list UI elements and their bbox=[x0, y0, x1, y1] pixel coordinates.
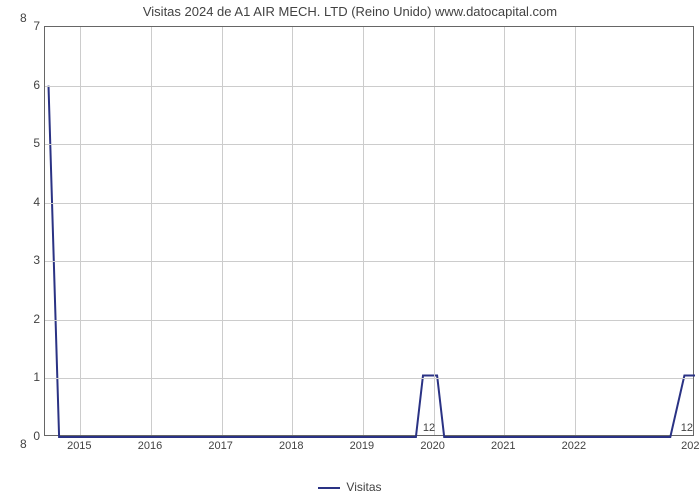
gridline-v bbox=[80, 27, 81, 435]
ytick-label: 2 bbox=[10, 312, 40, 326]
legend: Visitas bbox=[0, 480, 700, 494]
ytick-corner-bottom: 8 bbox=[20, 437, 27, 451]
gridline-h bbox=[45, 378, 693, 379]
ytick-label: 5 bbox=[10, 136, 40, 150]
ytick-corner-top: 8 bbox=[20, 11, 27, 25]
xtick-label: 2018 bbox=[279, 440, 303, 452]
gridline-v bbox=[434, 27, 435, 435]
value-annotation: 12 bbox=[423, 422, 435, 434]
gridline-h bbox=[45, 203, 693, 204]
ytick-label: 6 bbox=[10, 78, 40, 92]
xtick-label: 2017 bbox=[208, 440, 232, 452]
xtick-label: 2020 bbox=[420, 440, 444, 452]
ytick-label: 1 bbox=[10, 370, 40, 384]
xtick-label-partial: 202 bbox=[681, 440, 699, 452]
xtick-label: 2016 bbox=[138, 440, 162, 452]
legend-label: Visitas bbox=[346, 480, 381, 494]
value-annotation: 12 bbox=[681, 422, 693, 434]
gridline-v bbox=[222, 27, 223, 435]
gridline-v bbox=[504, 27, 505, 435]
gridline-h bbox=[45, 86, 693, 87]
xtick-label: 2019 bbox=[350, 440, 374, 452]
gridline-h bbox=[45, 144, 693, 145]
xtick-label: 2015 bbox=[67, 440, 91, 452]
xtick-label: 2021 bbox=[491, 440, 515, 452]
ytick-label: 3 bbox=[10, 253, 40, 267]
gridline-v bbox=[151, 27, 152, 435]
gridline-v bbox=[575, 27, 576, 435]
ytick-label: 4 bbox=[10, 195, 40, 209]
xtick-label: 2022 bbox=[562, 440, 586, 452]
gridline-v bbox=[292, 27, 293, 435]
chart-container: Visitas 2024 de A1 AIR MECH. LTD (Reino … bbox=[0, 0, 700, 500]
gridline-h bbox=[45, 320, 693, 321]
series-line bbox=[45, 27, 695, 437]
legend-swatch bbox=[318, 487, 340, 489]
chart-title: Visitas 2024 de A1 AIR MECH. LTD (Reino … bbox=[0, 4, 700, 19]
plot-area bbox=[44, 26, 694, 436]
gridline-v bbox=[363, 27, 364, 435]
gridline-h bbox=[45, 261, 693, 262]
